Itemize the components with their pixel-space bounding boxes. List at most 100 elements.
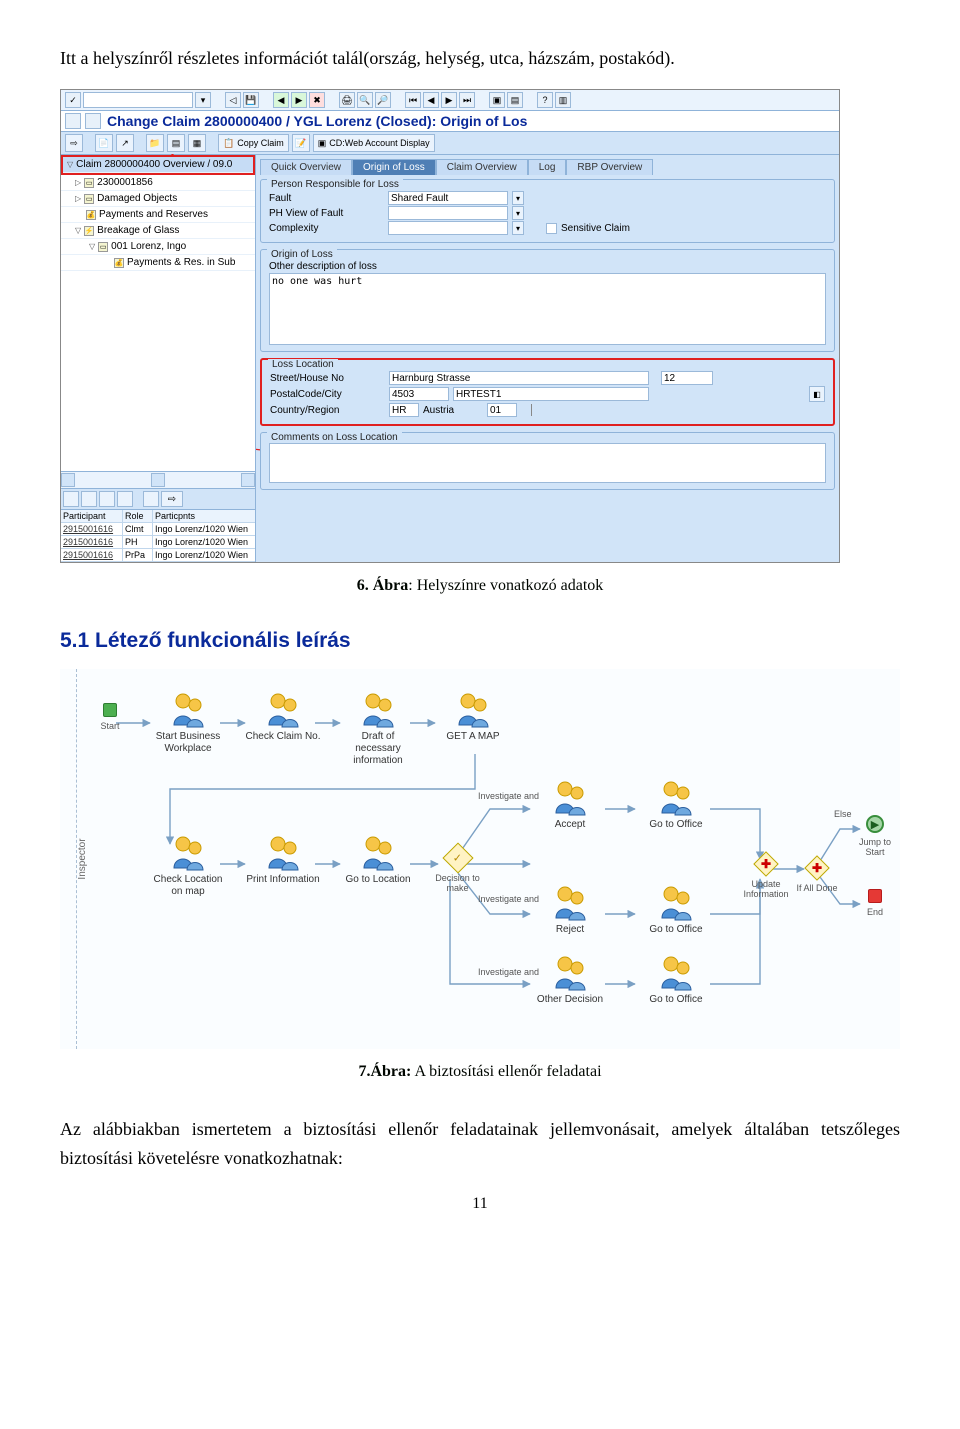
page-number: 11: [60, 1195, 900, 1213]
tool-a-icon[interactable]: ▣: [489, 92, 505, 108]
tool-b-icon[interactable]: ▤: [507, 92, 523, 108]
origin-textarea[interactable]: no one was hurt: [269, 273, 826, 345]
tb2-list-icon[interactable]: ▤: [167, 134, 185, 152]
flow-node: Accept: [532, 777, 608, 831]
section-heading: 5.1 Létező funkcionális leírás: [60, 629, 900, 653]
dropdown-icon[interactable]: ▾: [195, 92, 211, 108]
tab-origin-of-loss[interactable]: Origin of Loss: [352, 159, 436, 175]
flow-node: Go to Location: [340, 832, 416, 886]
save-icon[interactable]: 💾: [243, 92, 259, 108]
tree-item-2[interactable]: ▷▭Damaged Objects: [61, 191, 255, 207]
tb2-grid-icon[interactable]: ▦: [188, 134, 206, 152]
sap-toolbar-app: ⇨ 📄 ↗ 📁 ▤ ▦ 📋Copy Claim 📝 ▣CD:Web Accoun…: [61, 132, 839, 155]
tree-tb-icon[interactable]: [63, 491, 79, 507]
participant-table: Participant Role Particpnts 2915001616 C…: [61, 510, 255, 562]
house-no-input[interactable]: 12: [661, 371, 713, 385]
tab-quick-overview[interactable]: Quick Overview: [260, 159, 352, 175]
city-input[interactable]: HRTEST1: [453, 387, 649, 401]
ph-view-label: PH View of Fault: [269, 208, 384, 219]
sap-toolbar-main: ✓ ▾ ◁ 💾 ◀ ▶ ✖ 🖨 🔍 🔎 ⏮ ◀ ▶ ⏭ ▣ ▤ ? ▥: [61, 90, 839, 111]
flow-node: Other Decision: [532, 952, 608, 1006]
find-next-icon[interactable]: 🔎: [375, 92, 391, 108]
tree-tb-icon[interactable]: [99, 491, 115, 507]
sensitive-label: Sensitive Claim: [561, 223, 630, 234]
tree-item-3[interactable]: 💰Payments and Reserves: [61, 207, 255, 223]
comments-textarea[interactable]: [269, 443, 826, 483]
sap-tree-panel: ▽Claim 2800000400 Overview / 09.0 ▷▭2300…: [61, 155, 256, 562]
tb2-notes-icon[interactable]: 📝: [292, 134, 310, 152]
title-icon-1[interactable]: [65, 113, 81, 129]
find-icon[interactable]: 🔍: [357, 92, 373, 108]
flow-start: Start: [90, 703, 130, 731]
next-icon[interactable]: ▶: [441, 92, 457, 108]
country-code-input[interactable]: HR: [389, 403, 419, 417]
table-row[interactable]: 2915001616 Clmt Ingo Lorenz/1020 Wien: [61, 523, 255, 536]
title-icon-2[interactable]: [85, 113, 101, 129]
tb2-share-icon[interactable]: ↗: [116, 134, 134, 152]
sap-title: Change Claim 2800000400 / YGL Lorenz (Cl…: [107, 113, 527, 129]
sensitive-checkbox[interactable]: [546, 223, 557, 234]
tree-root[interactable]: ▽Claim 2800000400 Overview / 09.0: [63, 157, 253, 173]
tree-item-4[interactable]: ▽⚡Breakage of Glass: [61, 223, 255, 239]
tree-item-1[interactable]: ▷▭2300001856: [61, 175, 255, 191]
tree-scrollbar[interactable]: [61, 471, 255, 488]
checkmark-icon[interactable]: ✓: [65, 92, 81, 108]
tree-tb-go-icon[interactable]: ⇨: [161, 491, 183, 507]
country-name: Austria: [423, 405, 483, 416]
flowchart-figure: Inspector: [60, 669, 900, 1049]
body-paragraph: Az alábbiakban ismertetem a biztosítási …: [60, 1115, 900, 1173]
copy-claim-button[interactable]: 📋Copy Claim: [218, 134, 289, 152]
street-input[interactable]: Harnburg Strasse: [389, 371, 649, 385]
table-header: Participant: [61, 510, 123, 522]
flow-if-all-done: ✚ If All Done: [792, 859, 842, 893]
tb2-folder-icon[interactable]: 📁: [146, 134, 164, 152]
table-row[interactable]: 2915001616 PrPa Ingo Lorenz/1020 Wien: [61, 549, 255, 562]
tab-claim-overview[interactable]: Claim Overview: [436, 159, 528, 175]
cancel-icon[interactable]: ✖: [309, 92, 325, 108]
help-icon[interactable]: ?: [537, 92, 553, 108]
nav-fwd-icon[interactable]: ▶: [291, 92, 307, 108]
tab-strip: Quick Overview Origin of Loss Claim Over…: [260, 159, 835, 175]
nav-back-icon[interactable]: ◀: [273, 92, 289, 108]
complexity-input[interactable]: [388, 221, 508, 235]
tb2-arrow-icon[interactable]: ⇨: [65, 134, 83, 152]
flow-node: Reject: [532, 882, 608, 936]
tree-tb-icon[interactable]: [143, 491, 159, 507]
tab-log[interactable]: Log: [528, 159, 567, 175]
figure-7-caption: 7.Ábra: A biztosítási ellenőr feladatai: [60, 1063, 900, 1081]
table-row[interactable]: 2915001616 PH Ingo Lorenz/1020 Wien: [61, 536, 255, 549]
region-input[interactable]: 01: [487, 403, 517, 417]
postal-input[interactable]: 4503: [389, 387, 449, 401]
tab-rbp-overview[interactable]: RBP Overview: [566, 159, 653, 175]
postal-label: PostalCode/City: [270, 389, 385, 400]
cd-web-account-button[interactable]: ▣CD:Web Account Display: [313, 134, 435, 152]
dropdown-icon[interactable]: ▾: [512, 206, 524, 220]
back-icon[interactable]: ◁: [225, 92, 241, 108]
flow-end: End: [852, 889, 898, 917]
search-help-icon[interactable]: ◧: [809, 386, 825, 402]
fieldset-comments: Comments on Loss Location: [260, 432, 835, 490]
street-label: Street/House No: [270, 373, 385, 384]
tb2-doc-icon[interactable]: 📄: [95, 134, 113, 152]
flow-jump: ▶ Jump to Start: [852, 815, 898, 857]
inspector-label: Inspector: [77, 838, 88, 879]
tree-tb-icon[interactable]: [81, 491, 97, 507]
dropdown-icon[interactable]: ▾: [512, 191, 524, 205]
tree-toolbar: ⇨: [61, 488, 255, 510]
country-label: Country/Region: [270, 405, 385, 416]
tree-tb-icon[interactable]: [117, 491, 133, 507]
command-input[interactable]: [83, 92, 193, 108]
tree-item-5[interactable]: ▽▭001 Lorenz, Ingo: [61, 239, 255, 255]
ph-view-input[interactable]: [388, 206, 508, 220]
print-icon[interactable]: 🖨: [339, 92, 355, 108]
tree-item-6[interactable]: 💰Payments & Res. in Sub: [61, 255, 255, 271]
sap-content: Quick Overview Origin of Loss Claim Over…: [256, 155, 839, 562]
layout-icon[interactable]: ▥: [555, 92, 571, 108]
flow-node: Go to Office: [638, 952, 714, 1006]
dropdown-icon[interactable]: ▾: [512, 221, 524, 235]
fault-input[interactable]: Shared Fault: [388, 191, 508, 205]
first-icon[interactable]: ⏮: [405, 92, 421, 108]
last-icon[interactable]: ⏭: [459, 92, 475, 108]
prev-icon[interactable]: ◀: [423, 92, 439, 108]
flow-update: ✚ Update Information: [736, 855, 796, 899]
